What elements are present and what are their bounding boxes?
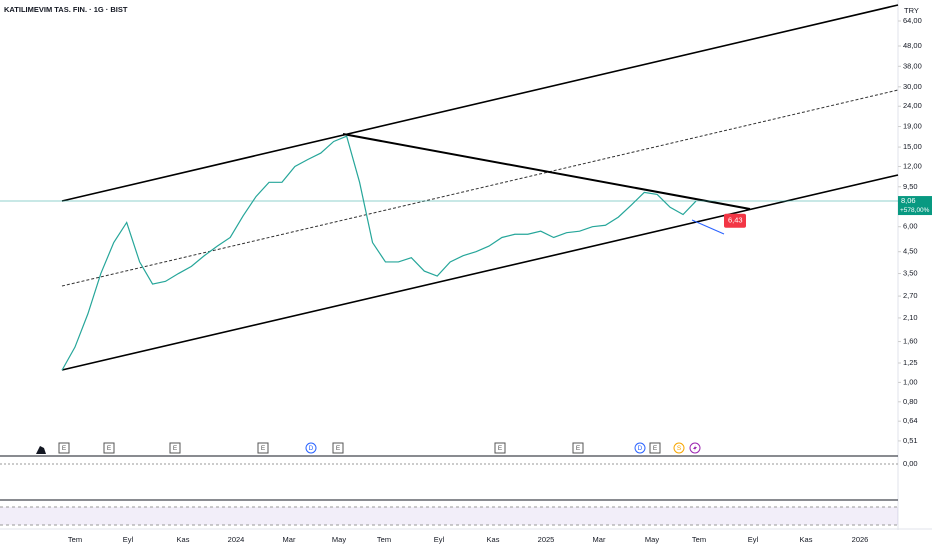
price-tick-label: 24,00	[903, 101, 922, 110]
price-tick-label: 48,00	[903, 41, 922, 50]
price-tick-label: 0,64	[903, 416, 918, 425]
event-label: E	[261, 445, 266, 452]
currency: TRY	[904, 6, 919, 15]
time-label: Eyl	[434, 535, 445, 544]
time-label: 2024	[228, 535, 245, 544]
price-line	[61, 135, 697, 371]
event-marker	[169, 442, 181, 454]
event-marker	[494, 442, 506, 454]
channel-mid	[61, 89, 899, 287]
symbol-title: KATILIMEVIM TAS. FIN. · 1G · BIST	[4, 5, 128, 14]
channel-upper	[61, 4, 899, 202]
price-tick-label: 64,00	[903, 16, 922, 25]
event-label: E	[498, 445, 503, 452]
event-marker	[305, 442, 317, 454]
time-label: May	[332, 535, 346, 544]
price-tick-label: 38,00	[903, 61, 922, 70]
time-label: 2025	[538, 535, 555, 544]
last-price-label: 8,06	[901, 196, 916, 205]
event-label: E	[576, 445, 581, 452]
event-marker	[572, 442, 584, 454]
price-tick-label: 1,25	[903, 358, 918, 367]
price-tick-label: 0,51	[903, 436, 918, 445]
event-label: E	[173, 445, 178, 452]
event-marker	[103, 442, 115, 454]
event-label: E	[107, 445, 112, 452]
time-label: Kas	[800, 535, 813, 544]
event-marker	[634, 442, 646, 454]
lightning-icon	[689, 442, 701, 454]
event-marker	[58, 442, 70, 454]
price-tick-label: 0,80	[903, 397, 918, 406]
time-label: Kas	[487, 535, 500, 544]
resistance-line	[342, 133, 751, 210]
price-tick-label: 19,00	[903, 122, 922, 131]
price-tick-label: 1,60	[903, 337, 918, 346]
target-arrow	[691, 219, 725, 235]
price-tick-label: 15,00	[903, 142, 922, 151]
rsi-band	[0, 507, 898, 525]
time-label: Mar	[593, 535, 606, 544]
price-tick-label: 2,10	[903, 313, 918, 322]
price-tick-label: 9,50	[903, 182, 918, 191]
event-marker	[673, 442, 685, 454]
time-label: Eyl	[748, 535, 759, 544]
time-label: Tem	[692, 535, 706, 544]
logo	[36, 446, 46, 454]
channel-lower	[61, 174, 899, 371]
price-tick-label: 12,00	[903, 161, 922, 170]
event-marker	[649, 442, 661, 454]
change-label: +578,00%	[900, 207, 930, 214]
time-label: Eyl	[123, 535, 134, 544]
event-label: E	[62, 445, 67, 452]
time-label: Kas	[177, 535, 190, 544]
price-tick-label: 2,70	[903, 291, 918, 300]
time-label: 2026	[852, 535, 869, 544]
osc-zero-label: 0,00	[903, 459, 918, 468]
time-label: Tem	[377, 535, 391, 544]
event-marker	[332, 442, 344, 454]
last-price-box	[898, 196, 932, 216]
event-label: S	[677, 445, 682, 452]
event-label: D	[638, 445, 643, 452]
target-box	[724, 213, 746, 228]
time-label: May	[645, 535, 659, 544]
price-tick-label: 4,50	[903, 247, 918, 256]
time-label: Mar	[283, 535, 296, 544]
event-marker	[257, 442, 269, 454]
price-tick-label: 6,00	[903, 222, 918, 231]
price-tick-label: 1,00	[903, 377, 918, 386]
target-label: 6,43	[728, 216, 743, 225]
price-tick-label: 3,50	[903, 269, 918, 278]
event-label: D	[309, 445, 314, 452]
time-label: Tem	[68, 535, 82, 544]
event-label: E	[653, 445, 658, 452]
price-tick-label: 30,00	[903, 82, 922, 91]
event-label: E	[336, 445, 341, 452]
